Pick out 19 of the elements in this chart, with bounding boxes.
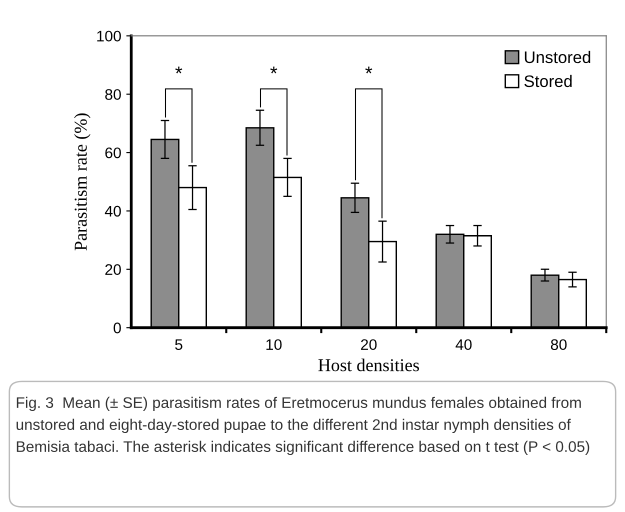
caption: Fig. 3 Mean (± SE) parasitism rates of Eretmocerus mundus females obtained from unstored and eight-day-stored pupae to the different 2nd instar nymph densities of Bemisia tabaci. The asterisk indicates significant difference based on t test (P < 0.05) bbox=[16, 396, 590, 456]
y-tick-label: 60 bbox=[105, 147, 121, 158]
legend-label: Stored bbox=[524, 74, 572, 88]
y-axis-title: Parasitism rate (%) bbox=[74, 113, 90, 250]
y-tick-label: 0 bbox=[114, 322, 121, 334]
x-tick-label: 80 bbox=[550, 339, 567, 350]
y-tick-label: 40 bbox=[104, 206, 121, 217]
y-tick-label: 100 bbox=[97, 30, 121, 42]
y-tick-label: 80 bbox=[105, 89, 121, 100]
x-axis-title: Host densities bbox=[318, 358, 419, 372]
x-tick-label: 5 bbox=[175, 339, 182, 350]
annotation: * bbox=[365, 66, 372, 74]
y-tick-label: 20 bbox=[105, 264, 121, 275]
x-tick-label: 10 bbox=[266, 339, 282, 350]
x-tick-label: 40 bbox=[456, 339, 472, 350]
annotation: * bbox=[175, 66, 182, 74]
annotation: * bbox=[270, 66, 278, 74]
x-tick-label: 20 bbox=[361, 339, 377, 350]
legend-label: Unstored bbox=[524, 50, 590, 64]
